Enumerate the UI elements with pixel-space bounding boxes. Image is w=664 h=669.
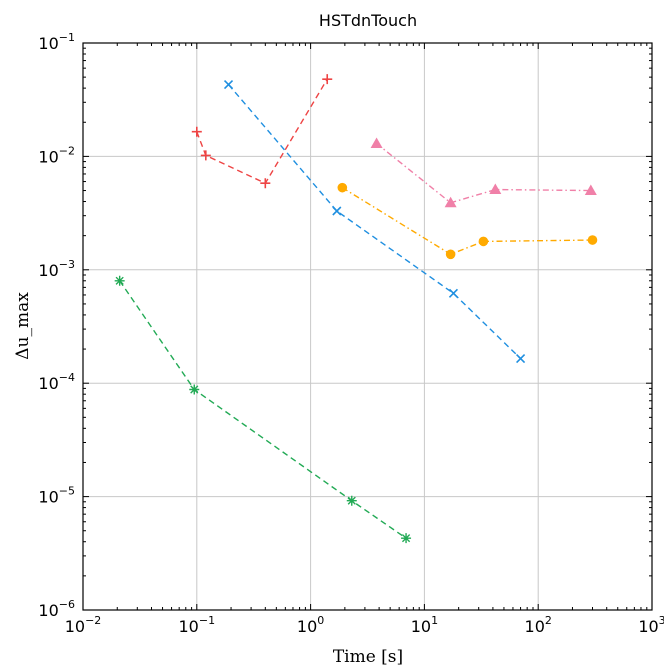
x-tick-label: 102 [525, 614, 552, 636]
series-layer [114, 74, 598, 544]
chart-title: HSTdnTouch [319, 11, 417, 30]
series-line [376, 142, 591, 204]
y-axis-label: Δu_max [13, 292, 33, 360]
series-3 [337, 182, 598, 260]
data-point [260, 178, 271, 189]
data-point [478, 236, 489, 247]
data-point [401, 533, 412, 544]
y-tick-label: 10−5 [38, 485, 75, 507]
data-point [114, 275, 125, 286]
series-line [227, 84, 522, 360]
x-tick-label: 10−2 [65, 614, 102, 636]
y-tick-label: 10−1 [38, 31, 75, 53]
y-tick-label: 10−2 [38, 144, 75, 166]
y-tick-label: 10−6 [38, 598, 75, 620]
data-point [445, 249, 456, 260]
series-line [341, 187, 593, 256]
x-tick-label: 103 [638, 614, 664, 636]
grid [83, 43, 652, 610]
x-tick-label: 10−1 [179, 614, 216, 636]
data-point [200, 150, 211, 161]
x-tick-label: 100 [297, 614, 324, 636]
x-tick-label: 101 [411, 614, 438, 636]
plot-frame [82, 42, 653, 611]
data-point [332, 206, 342, 216]
data-point [346, 495, 357, 506]
x-axis-label: Time [s] [333, 647, 403, 667]
series-4 [370, 137, 597, 208]
data-point [444, 196, 457, 208]
series-line [196, 78, 328, 185]
data-point [189, 384, 200, 395]
y-tick-label: 10−3 [38, 258, 75, 280]
data-point [489, 183, 502, 195]
series-1 [191, 74, 333, 189]
data-point [337, 182, 348, 193]
data-point [584, 184, 597, 196]
data-point [516, 353, 526, 364]
series-5 [114, 275, 412, 544]
data-point [370, 137, 383, 148]
series-line [119, 280, 407, 539]
data-point [322, 74, 333, 85]
data-point [587, 235, 598, 245]
y-tick-label: 10−4 [38, 371, 75, 393]
data-point [191, 126, 202, 137]
data-point [448, 288, 459, 298]
series-2 [223, 79, 526, 364]
tick-layer: 10−2 10−1 100 101 102 103 10−6 10−5 10−4 10−3 10−2… [38, 31, 664, 636]
data-point [223, 79, 234, 90]
